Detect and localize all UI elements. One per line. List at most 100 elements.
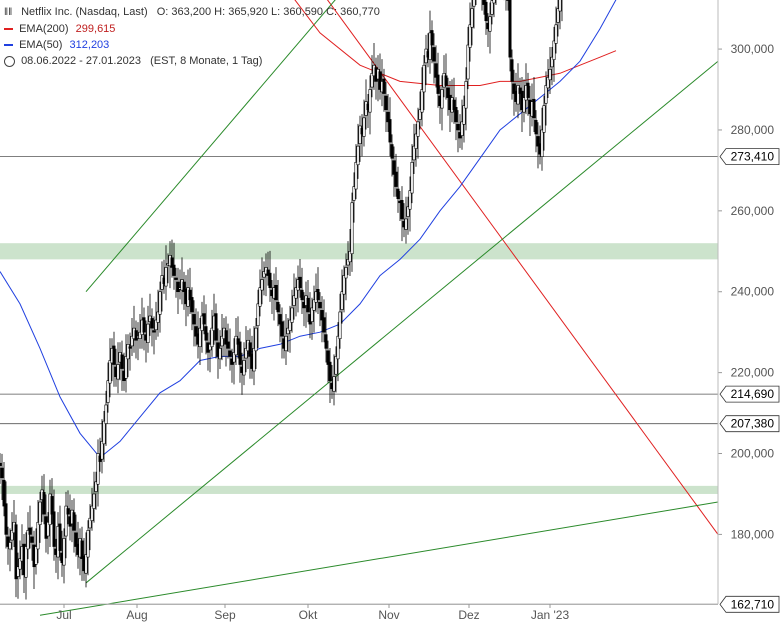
candle-body — [276, 301, 280, 313]
y-tick-label: 180,000 — [731, 527, 775, 541]
candle-body — [430, 30, 434, 46]
candle — [94, 471, 98, 510]
candle-body — [62, 538, 66, 566]
candle — [96, 439, 100, 507]
candle — [6, 526, 10, 565]
candle — [492, 0, 496, 18]
candle-body — [340, 291, 344, 310]
candle — [202, 295, 206, 335]
candle-body — [440, 89, 444, 109]
candle — [174, 267, 178, 298]
candle — [192, 300, 196, 347]
price-level-box — [719, 415, 780, 433]
candle — [370, 55, 374, 98]
candle-body — [116, 364, 120, 380]
candle-body — [328, 361, 332, 382]
candle — [286, 318, 290, 352]
candle — [334, 346, 338, 393]
candle — [460, 99, 464, 150]
candle-body — [306, 297, 310, 313]
candle — [522, 79, 526, 123]
candle — [456, 110, 460, 153]
candle-body — [102, 420, 106, 445]
candle-body — [354, 162, 358, 190]
candle — [348, 229, 352, 276]
candle-body — [214, 313, 218, 341]
candle-body — [358, 125, 362, 145]
candle-body — [326, 350, 330, 365]
candle — [418, 91, 422, 130]
candle-body — [106, 380, 110, 403]
candle — [2, 462, 6, 517]
candle — [260, 257, 264, 305]
candle — [142, 307, 146, 351]
ema50-value: 312,203 — [69, 39, 110, 51]
candle-body — [248, 342, 252, 357]
candle-body — [410, 162, 414, 194]
candle-body — [550, 56, 554, 68]
candle — [126, 334, 130, 378]
candle-body — [290, 307, 294, 323]
candle-body — [420, 89, 424, 113]
candle-body — [414, 133, 418, 149]
candle-body — [234, 335, 238, 356]
candle — [298, 258, 302, 298]
candle-body — [242, 360, 246, 376]
candle-body — [80, 540, 84, 559]
candle-body — [88, 517, 92, 529]
candle-body — [238, 341, 242, 365]
candle — [470, 0, 474, 46]
candle-body — [208, 344, 212, 351]
candle-body — [126, 344, 130, 360]
trend-line — [326, 0, 719, 535]
candle — [488, 2, 492, 54]
candle — [422, 55, 426, 111]
candle — [440, 75, 444, 131]
candle-body — [516, 85, 520, 105]
y-tick-label: 280,000 — [731, 123, 775, 137]
candle-body — [544, 85, 548, 104]
candle — [158, 281, 162, 333]
candle — [134, 320, 138, 359]
support-zone — [0, 485, 718, 494]
candle — [254, 318, 258, 369]
candle-body — [404, 218, 408, 230]
candle — [326, 340, 330, 383]
candle — [396, 166, 400, 213]
candle — [512, 69, 516, 116]
candle-body — [392, 160, 396, 175]
legend-title-row: ‖‖ Netflix Inc. (Nasdaq, Last) O: 363,20… — [4, 4, 380, 21]
candle-body — [334, 356, 338, 375]
candle — [150, 308, 154, 347]
price-level-box — [719, 385, 780, 403]
candle — [344, 253, 348, 301]
candle-body — [10, 530, 14, 541]
candle — [190, 287, 194, 331]
candle — [152, 316, 156, 355]
candle-body — [4, 503, 8, 535]
candle — [290, 289, 294, 333]
candle-body — [386, 111, 390, 123]
candle-body — [552, 40, 556, 60]
candle — [80, 526, 84, 581]
candle-body — [382, 78, 386, 94]
candle — [238, 331, 242, 383]
candle — [540, 107, 544, 171]
candle — [384, 81, 388, 132]
candle-body — [432, 47, 436, 62]
support-zone — [0, 243, 718, 260]
price-levels-layer — [0, 156, 718, 605]
x-axis: Jul Aug Sep Okt Nov Dez Jan '23 — [0, 603, 718, 622]
candle-body — [452, 99, 456, 111]
period-text: 08.06.2022 - 27.01.2023 (EST, 8 Monate, … — [21, 55, 263, 67]
candle — [484, 0, 488, 35]
candle — [310, 297, 314, 340]
candle-body — [394, 171, 398, 187]
candle — [138, 313, 142, 349]
candle — [266, 251, 270, 286]
trend-line — [85, 60, 719, 584]
candle-body — [202, 313, 206, 325]
candle — [328, 347, 332, 403]
legend-period: 08.06.2022 - 27.01.2023 (EST, 8 Monate, … — [4, 53, 380, 69]
candle — [482, 0, 486, 15]
